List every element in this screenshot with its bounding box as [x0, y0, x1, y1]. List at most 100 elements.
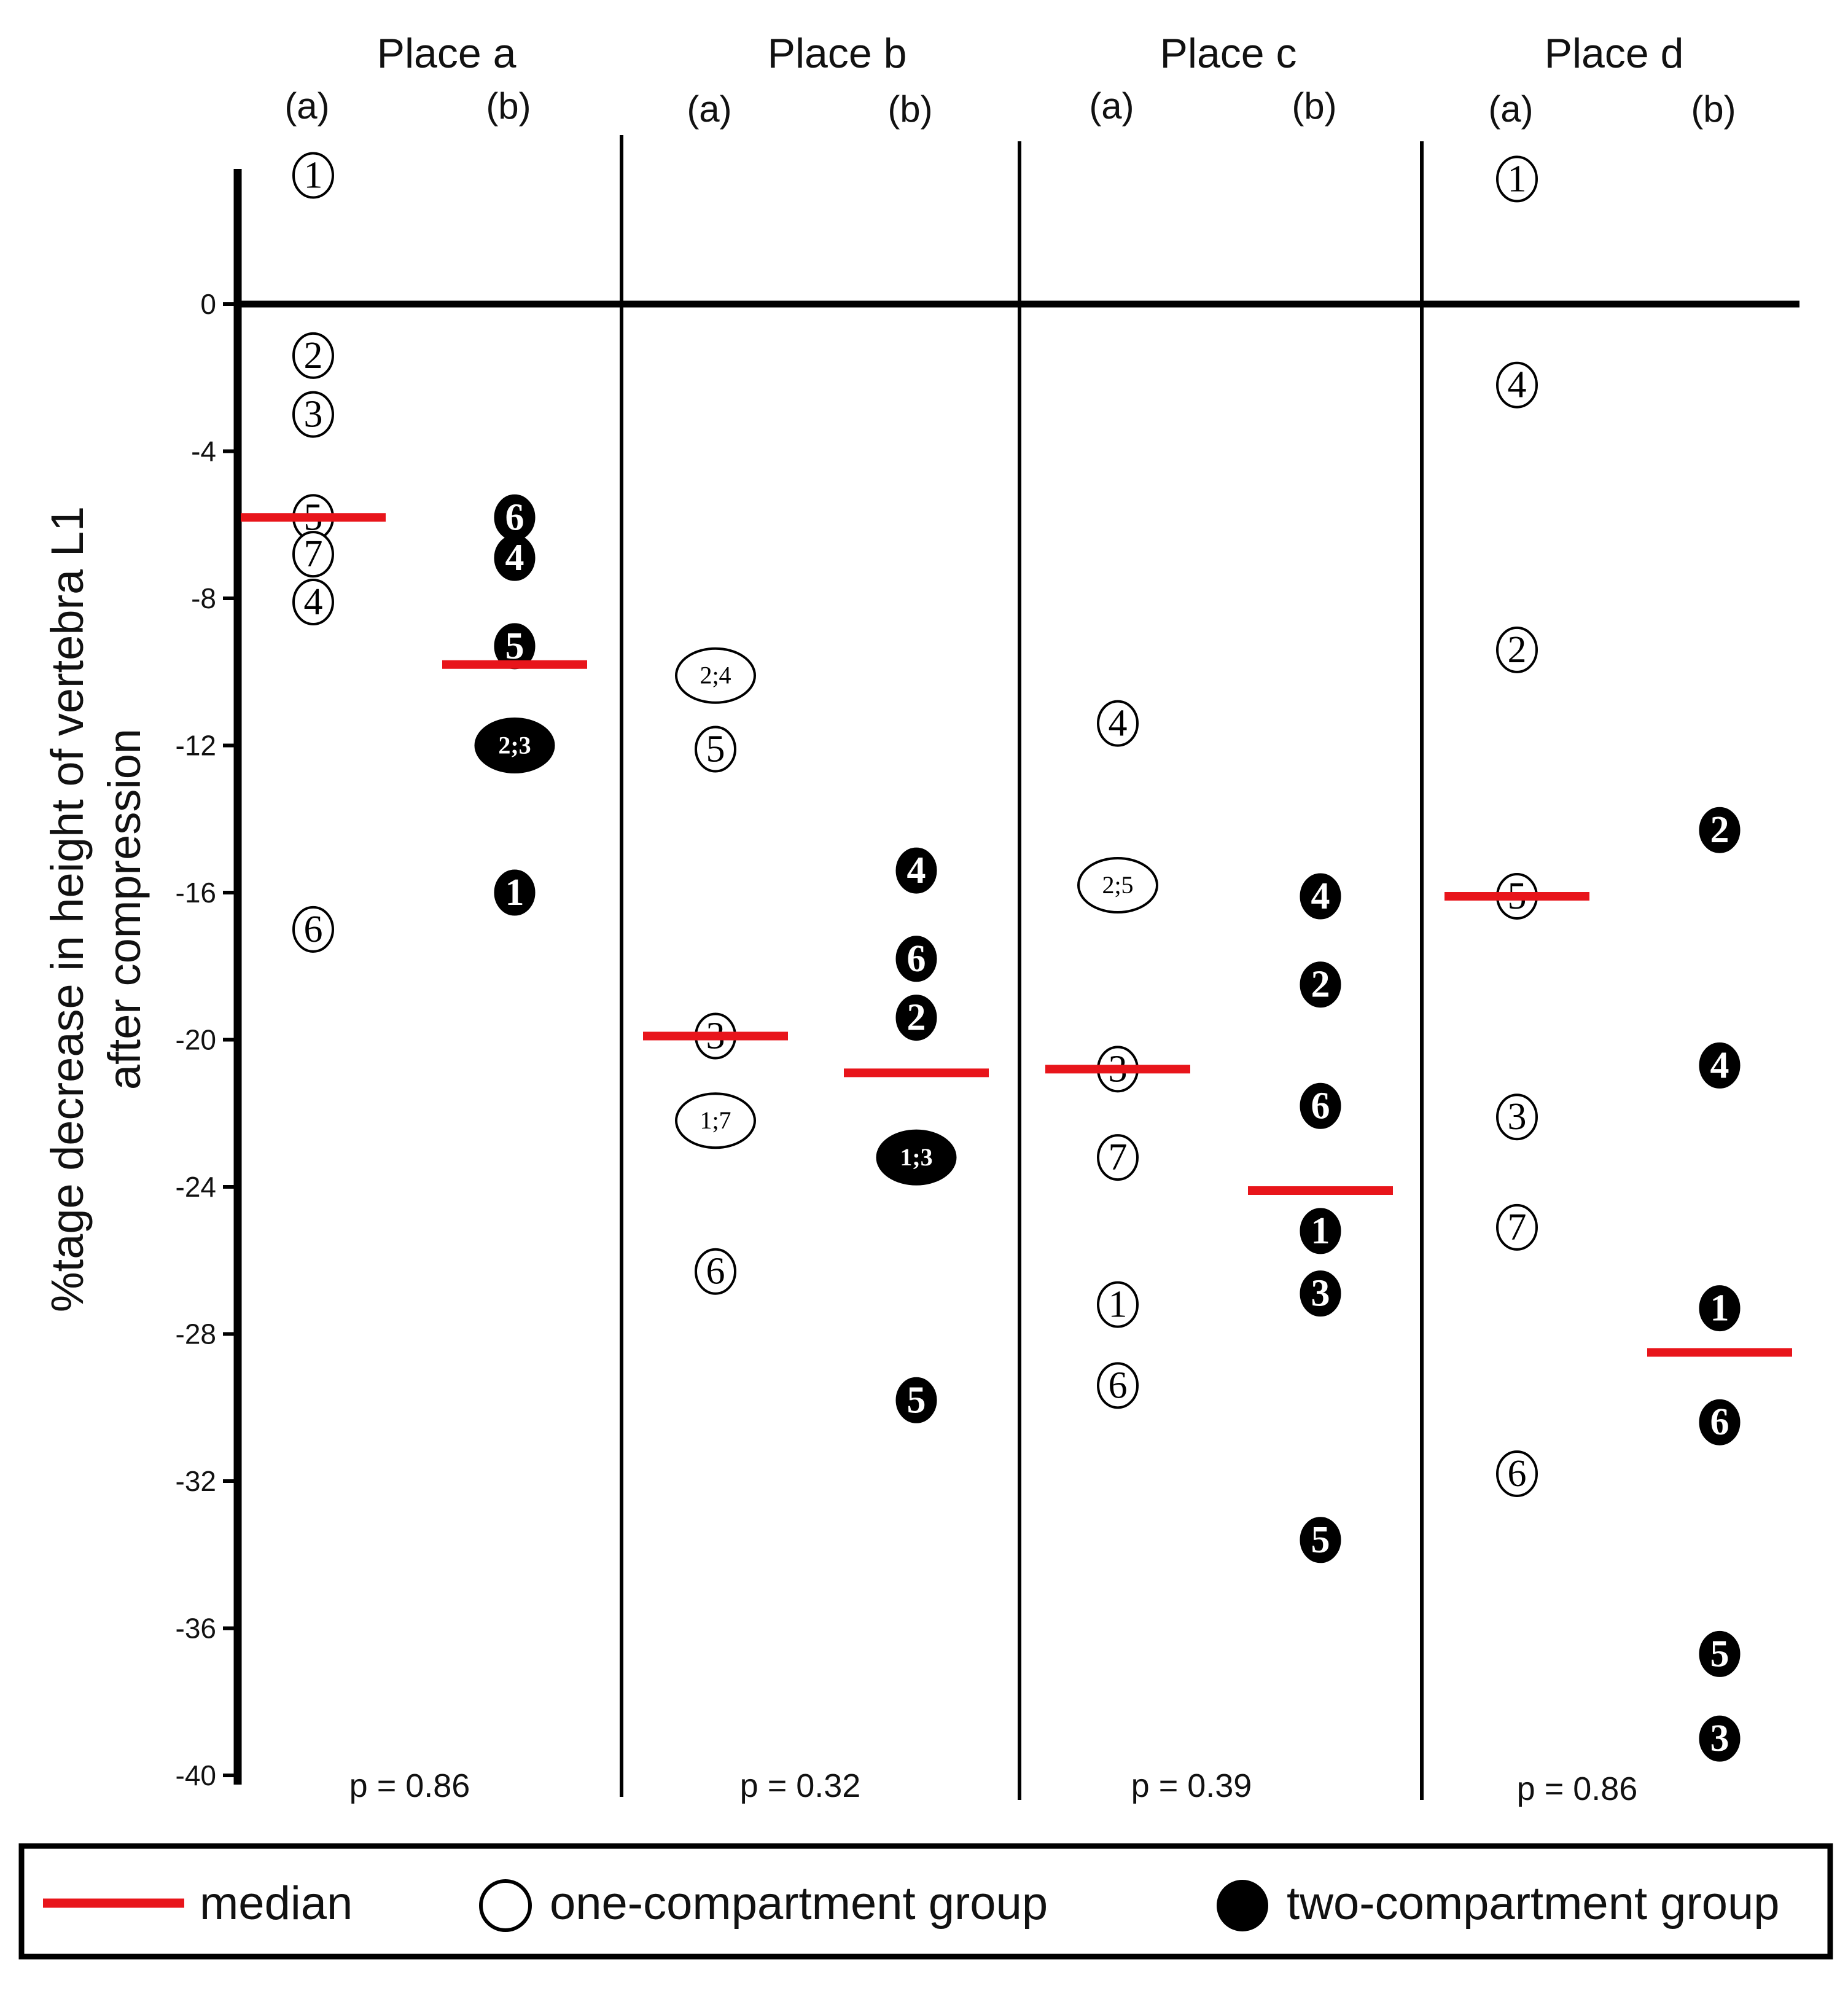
one-compartment-point: 3 [1496, 1093, 1538, 1141]
open-point-marker [292, 531, 334, 578]
point-label: 7 [304, 533, 323, 575]
open-point-marker [675, 647, 756, 704]
group-label-b: (b) [887, 88, 932, 130]
one-compartment-point: 6 [1496, 1450, 1538, 1498]
filled-point-marker [1300, 1208, 1341, 1254]
two-compartment-point: 5 [895, 1377, 937, 1423]
one-compartment-point: 7 [1496, 1203, 1538, 1251]
point-label: 2 [304, 335, 323, 377]
open-point-marker [695, 726, 736, 773]
point-label: 6 [907, 938, 926, 980]
y-tick-label: -36 [176, 1613, 216, 1645]
point-label: 2;4 [700, 662, 731, 689]
filled-point-marker [1699, 1042, 1741, 1089]
point-label: 5 [1311, 1519, 1330, 1561]
one-compartment-point: 1 [1496, 155, 1538, 203]
legend-median-label: median [200, 1877, 353, 1930]
two-compartment-point: 4 [895, 847, 937, 894]
filled-point-marker [895, 1377, 937, 1423]
y-ticks: 0 -4 -8 -12 -16 -20 -24 -28 -32 -36 -40 [176, 288, 238, 1791]
one-compartment-point: 2 [292, 332, 334, 379]
group-label-b: (b) [1691, 88, 1736, 130]
filled-point-marker [474, 718, 555, 773]
point-label: 5 [505, 625, 524, 667]
point-label: 4 [907, 850, 926, 891]
filled-point-marker [1699, 1285, 1741, 1332]
legend-box [18, 1843, 1833, 1960]
legend-one-compartment-label: one-compartment group [550, 1877, 1048, 1930]
two-compartment-point: 1;3 [876, 1129, 957, 1186]
point-label: 1 [505, 872, 524, 913]
open-point-marker [695, 1248, 736, 1295]
filled-point-marker [1300, 961, 1341, 1008]
place-title: Place b [768, 30, 907, 77]
one-compartment-point: 6 [292, 906, 334, 953]
y-tick-label: -40 [176, 1759, 216, 1791]
legend: median one-compartment group two-compart… [18, 1843, 1833, 1960]
y-tick-label: -16 [176, 877, 216, 909]
point-label: 4 [304, 581, 323, 623]
open-point-marker [292, 332, 334, 379]
point-label: 2 [1311, 964, 1330, 1006]
one-compartment-point: 6 [695, 1248, 736, 1295]
filled-point-marker [1300, 1517, 1341, 1563]
y-tick-label: -28 [176, 1318, 216, 1350]
two-compartment-point: 2 [1699, 807, 1741, 853]
two-compartment-point: 6 [1300, 1082, 1341, 1129]
point-label: 5 [706, 728, 725, 770]
point-label: 1 [1311, 1210, 1330, 1252]
open-point-marker [1496, 1450, 1538, 1498]
point-label: 3 [304, 394, 323, 436]
group-label-a: (a) [687, 88, 731, 130]
one-compartment-point: 7 [1097, 1134, 1139, 1181]
filled-point-marker [1699, 807, 1741, 853]
y-tick-label: -20 [176, 1024, 216, 1056]
filled-point-marker [494, 534, 536, 581]
two-compartment-point: 6 [1699, 1399, 1741, 1445]
open-point-marker [1097, 1281, 1139, 1328]
filled-point-marker [876, 1129, 957, 1186]
place-title: Place a [377, 30, 517, 77]
one-compartment-point: 3 [292, 391, 334, 438]
one-compartment-point: 5 [695, 726, 736, 773]
one-compartment-point: 2;4 [675, 647, 756, 704]
point-label: 1 [1508, 158, 1527, 200]
panel-place-d: Place d(a)(b)p = 0.861425376241653 [1444, 30, 1792, 1807]
two-compartment-point: 5 [1699, 1630, 1741, 1677]
one-compartment-point: 4 [1496, 361, 1538, 409]
two-compartment-point: 6 [494, 494, 536, 541]
open-point-marker [292, 391, 334, 438]
open-point-marker [1097, 1134, 1139, 1181]
point-label: 2;5 [1102, 871, 1133, 899]
point-label: 6 [1508, 1453, 1527, 1495]
filled-point-marker [895, 936, 937, 982]
panel-place-a: Place a(a)(b)p = 0.8612357466452;31 [241, 30, 587, 1804]
y-tick-label: -24 [176, 1171, 216, 1203]
legend-two-compartment-label: two-compartment group [1287, 1877, 1780, 1930]
open-point-marker [1077, 857, 1158, 914]
point-label: 7 [1508, 1207, 1527, 1248]
one-compartment-point: 4 [1097, 700, 1139, 747]
p-value: p = 0.86 [1517, 1770, 1638, 1807]
p-value: p = 0.39 [1131, 1767, 1252, 1804]
two-compartment-point: 2;3 [474, 718, 555, 773]
point-label: 6 [304, 909, 323, 950]
one-compartment-point: 2 [1496, 626, 1538, 673]
group-label-b: (b) [486, 85, 531, 127]
point-label: 6 [1710, 1401, 1729, 1443]
two-compartment-point: 5 [1300, 1517, 1341, 1563]
point-label: 1 [1710, 1288, 1729, 1329]
group-label-a: (a) [1488, 88, 1533, 130]
one-compartment-point: 1;7 [675, 1092, 756, 1149]
place-title: Place d [1545, 30, 1684, 77]
y-tick-label: 0 [200, 288, 216, 320]
open-point-marker [1496, 626, 1538, 673]
filled-point-marker [1300, 1082, 1341, 1129]
point-label: 6 [1109, 1364, 1128, 1406]
point-label: 4 [1710, 1044, 1729, 1086]
filled-point-marker [1300, 1270, 1341, 1317]
point-label: 2;3 [498, 732, 531, 759]
one-compartment-point: 4 [292, 578, 334, 625]
open-point-marker [292, 578, 334, 625]
